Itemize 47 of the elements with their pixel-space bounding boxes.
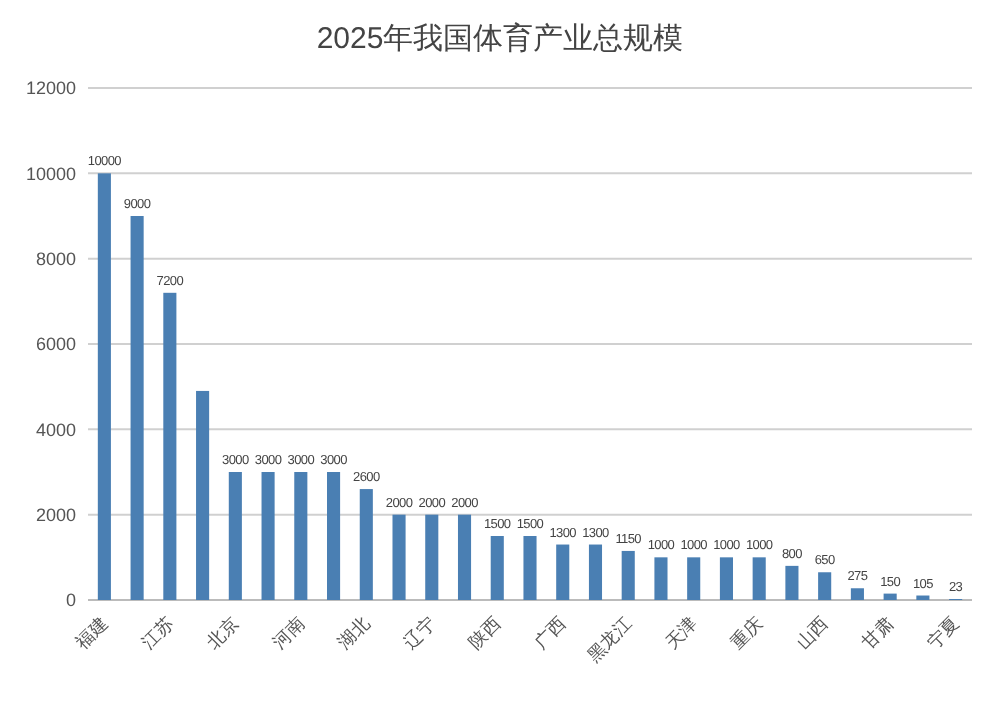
bar — [97, 173, 111, 600]
bar — [588, 544, 603, 600]
bar — [457, 514, 472, 600]
x-tick-label: 宁夏 — [923, 613, 963, 653]
bar — [261, 472, 275, 600]
bar — [556, 544, 570, 600]
bar — [425, 514, 439, 600]
y-tick-label: 12000 — [25, 78, 76, 99]
chart-title: 2025年我国体育产业总规模 — [316, 22, 684, 56]
bar — [392, 514, 406, 600]
bar — [818, 572, 832, 600]
bar — [359, 489, 373, 600]
bar — [196, 390, 210, 600]
bar — [883, 593, 897, 600]
y-tick-label: 8000 — [35, 248, 76, 269]
x-tick-label: 黑龙江 — [583, 613, 636, 666]
bar — [327, 472, 341, 600]
bar — [130, 216, 144, 600]
y-tick-label: 2000 — [35, 504, 76, 525]
bar — [654, 557, 668, 600]
x-tick-label: 辽宁 — [399, 613, 440, 653]
x-tick-label: 重庆 — [726, 613, 767, 653]
bar — [719, 557, 733, 600]
x-tick-label: 甘肃 — [857, 613, 898, 653]
bar — [163, 292, 177, 600]
x-tick-label: 福建 — [72, 613, 112, 653]
y-tick-label: 4000 — [35, 419, 76, 440]
x-tick-label: 山西 — [792, 613, 832, 653]
bar — [752, 557, 766, 600]
x-tick-label: 广西 — [530, 613, 571, 653]
bar — [490, 536, 504, 600]
bar — [785, 565, 799, 600]
x-tick-label: 河南 — [268, 613, 309, 653]
x-tick-label: 湖北 — [333, 613, 374, 653]
x-tick-label: 天津 — [661, 613, 701, 653]
bar — [621, 550, 635, 600]
x-tick-label: 北京 — [203, 613, 243, 653]
y-tick-label: 6000 — [35, 334, 76, 355]
bar — [294, 472, 308, 600]
bar — [523, 536, 537, 600]
y-tick-label: 10000 — [25, 163, 76, 184]
bar — [228, 472, 242, 600]
x-tick-label: 江苏 — [137, 613, 178, 653]
bar — [687, 557, 701, 600]
bar — [850, 588, 864, 600]
x-tick-label: 陕西 — [464, 613, 505, 653]
y-tick-label: 0 — [65, 590, 76, 611]
